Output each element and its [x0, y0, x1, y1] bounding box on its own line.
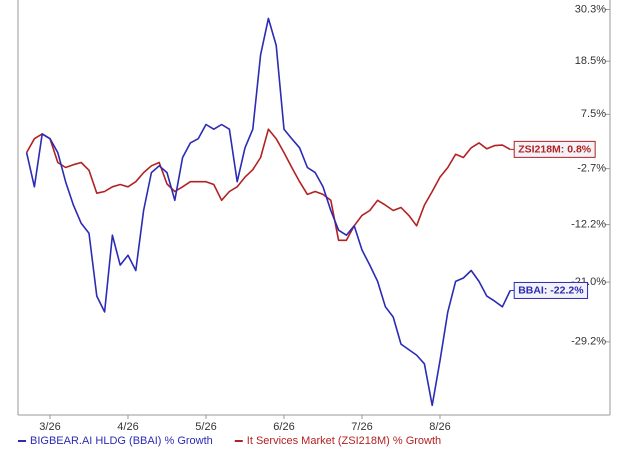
- end-label-text: ZSI218M: 0.8%: [518, 144, 592, 156]
- x-tick-label: 7/26: [351, 421, 372, 433]
- end-label-box: [513, 140, 596, 158]
- series-line: [25, 128, 511, 242]
- y-tick-label: -29.2%: [571, 336, 606, 348]
- end-label: ZSI218M: 0.8%: [510, 140, 596, 158]
- plot-area: [18, 0, 610, 415]
- end-label-text: BBAI: -22.2%: [518, 285, 584, 297]
- x-tick-label: 4/26: [117, 421, 138, 433]
- y-tick-label: 30.3%: [575, 3, 606, 15]
- x-tick-label: 8/26: [429, 421, 450, 433]
- y-tick-label: -12.2%: [571, 218, 606, 230]
- end-label: BBAI: -22.2%: [510, 281, 589, 299]
- legend-label: BIGBEAR.AI HLDG (BBAI) % Growth: [30, 435, 213, 447]
- end-label-box: [513, 281, 589, 299]
- y-tick-label: -2.7%: [577, 163, 606, 175]
- legend-label: It Services Market (ZSI218M) % Growth: [247, 435, 441, 447]
- x-tick-label: 3/26: [39, 421, 60, 433]
- y-tick-label: 18.5%: [575, 55, 606, 67]
- series-line: [25, 17, 511, 407]
- x-tick-label: 5/26: [195, 421, 216, 433]
- y-tick-label: 7.5%: [581, 108, 606, 120]
- x-tick-label: 6/26: [273, 421, 294, 433]
